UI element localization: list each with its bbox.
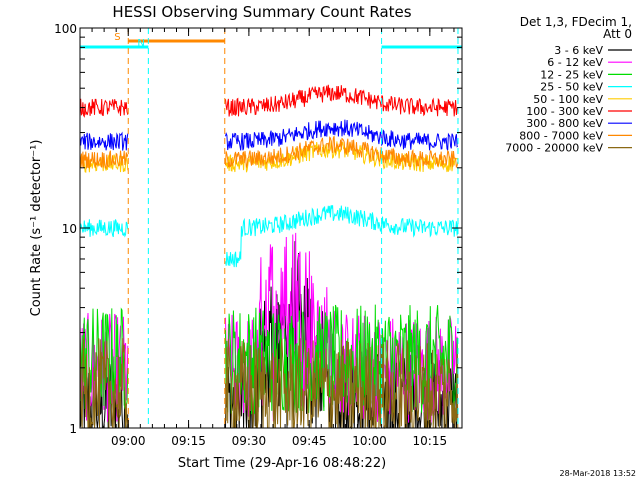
y-tick-label-1: 10 [62, 222, 77, 236]
series-line-2-seg-0 [79, 307, 129, 412]
legend-label-0: 3 - 6 keV [554, 44, 603, 57]
x-tick-label-5: 10:15 [413, 434, 448, 448]
y-tick-label-2: 100 [54, 22, 77, 36]
series-line-5-seg-1 [225, 84, 459, 117]
flag-label-S: S [114, 32, 120, 43]
legend-label-6: 300 - 800 keV [526, 117, 603, 130]
series-line-7-seg-1 [225, 136, 459, 168]
legend-label-4: 50 - 100 keV [533, 93, 603, 106]
x-tick-label-1: 09:15 [171, 434, 206, 448]
series-line-6-seg-1 [225, 119, 459, 151]
y-tick-label-0: 1 [69, 422, 77, 436]
legend-label-3: 25 - 50 keV [540, 81, 603, 94]
x-axis-label: Start Time (29-Apr-16 08:48:22) [178, 456, 386, 471]
legend-label-7: 800 - 7000 keV [519, 129, 603, 142]
x-tick-label-2: 09:30 [232, 434, 267, 448]
legend-header-line-2: Att 0 [603, 27, 632, 41]
x-tick-label-4: 10:00 [352, 434, 387, 448]
plot-area: SN [79, 27, 463, 430]
legend-label-8: 7000 - 20000 keV [505, 142, 603, 155]
footer-timestamp: 28-Mar-2018 13:52 [560, 469, 637, 478]
x-tick-label-0: 09:00 [111, 434, 146, 448]
legend-header-line-1: Det 1,3, FDecim 1, [520, 15, 632, 29]
x-axis: 09:00 09:15 09:30 09:45 10:00 10:15 [91, 28, 455, 448]
x-tick-label-3: 09:45 [292, 434, 327, 448]
series-line-1-seg-0 [79, 312, 129, 422]
legend-label-2: 12 - 25 keV [540, 68, 603, 81]
y-axis: 1 10 100 [54, 22, 462, 436]
legend-label-1: 6 - 12 keV [547, 56, 603, 69]
flag-label-N: N [137, 38, 144, 49]
legend-label-5: 100 - 300 keV [526, 105, 603, 118]
series-line-7-seg-0 [79, 150, 129, 170]
series-line-5-seg-0 [79, 98, 129, 118]
series-line-3-seg-1 [225, 205, 459, 268]
y-axis-label: Count Rate (s⁻¹ detector⁻¹) [29, 140, 44, 317]
series-line-6-seg-0 [79, 131, 129, 151]
series-line-3-seg-0 [79, 219, 129, 238]
chart-title: HESSI Observing Summary Count Rates [112, 3, 411, 21]
series-line-8-seg-1 [225, 338, 459, 430]
